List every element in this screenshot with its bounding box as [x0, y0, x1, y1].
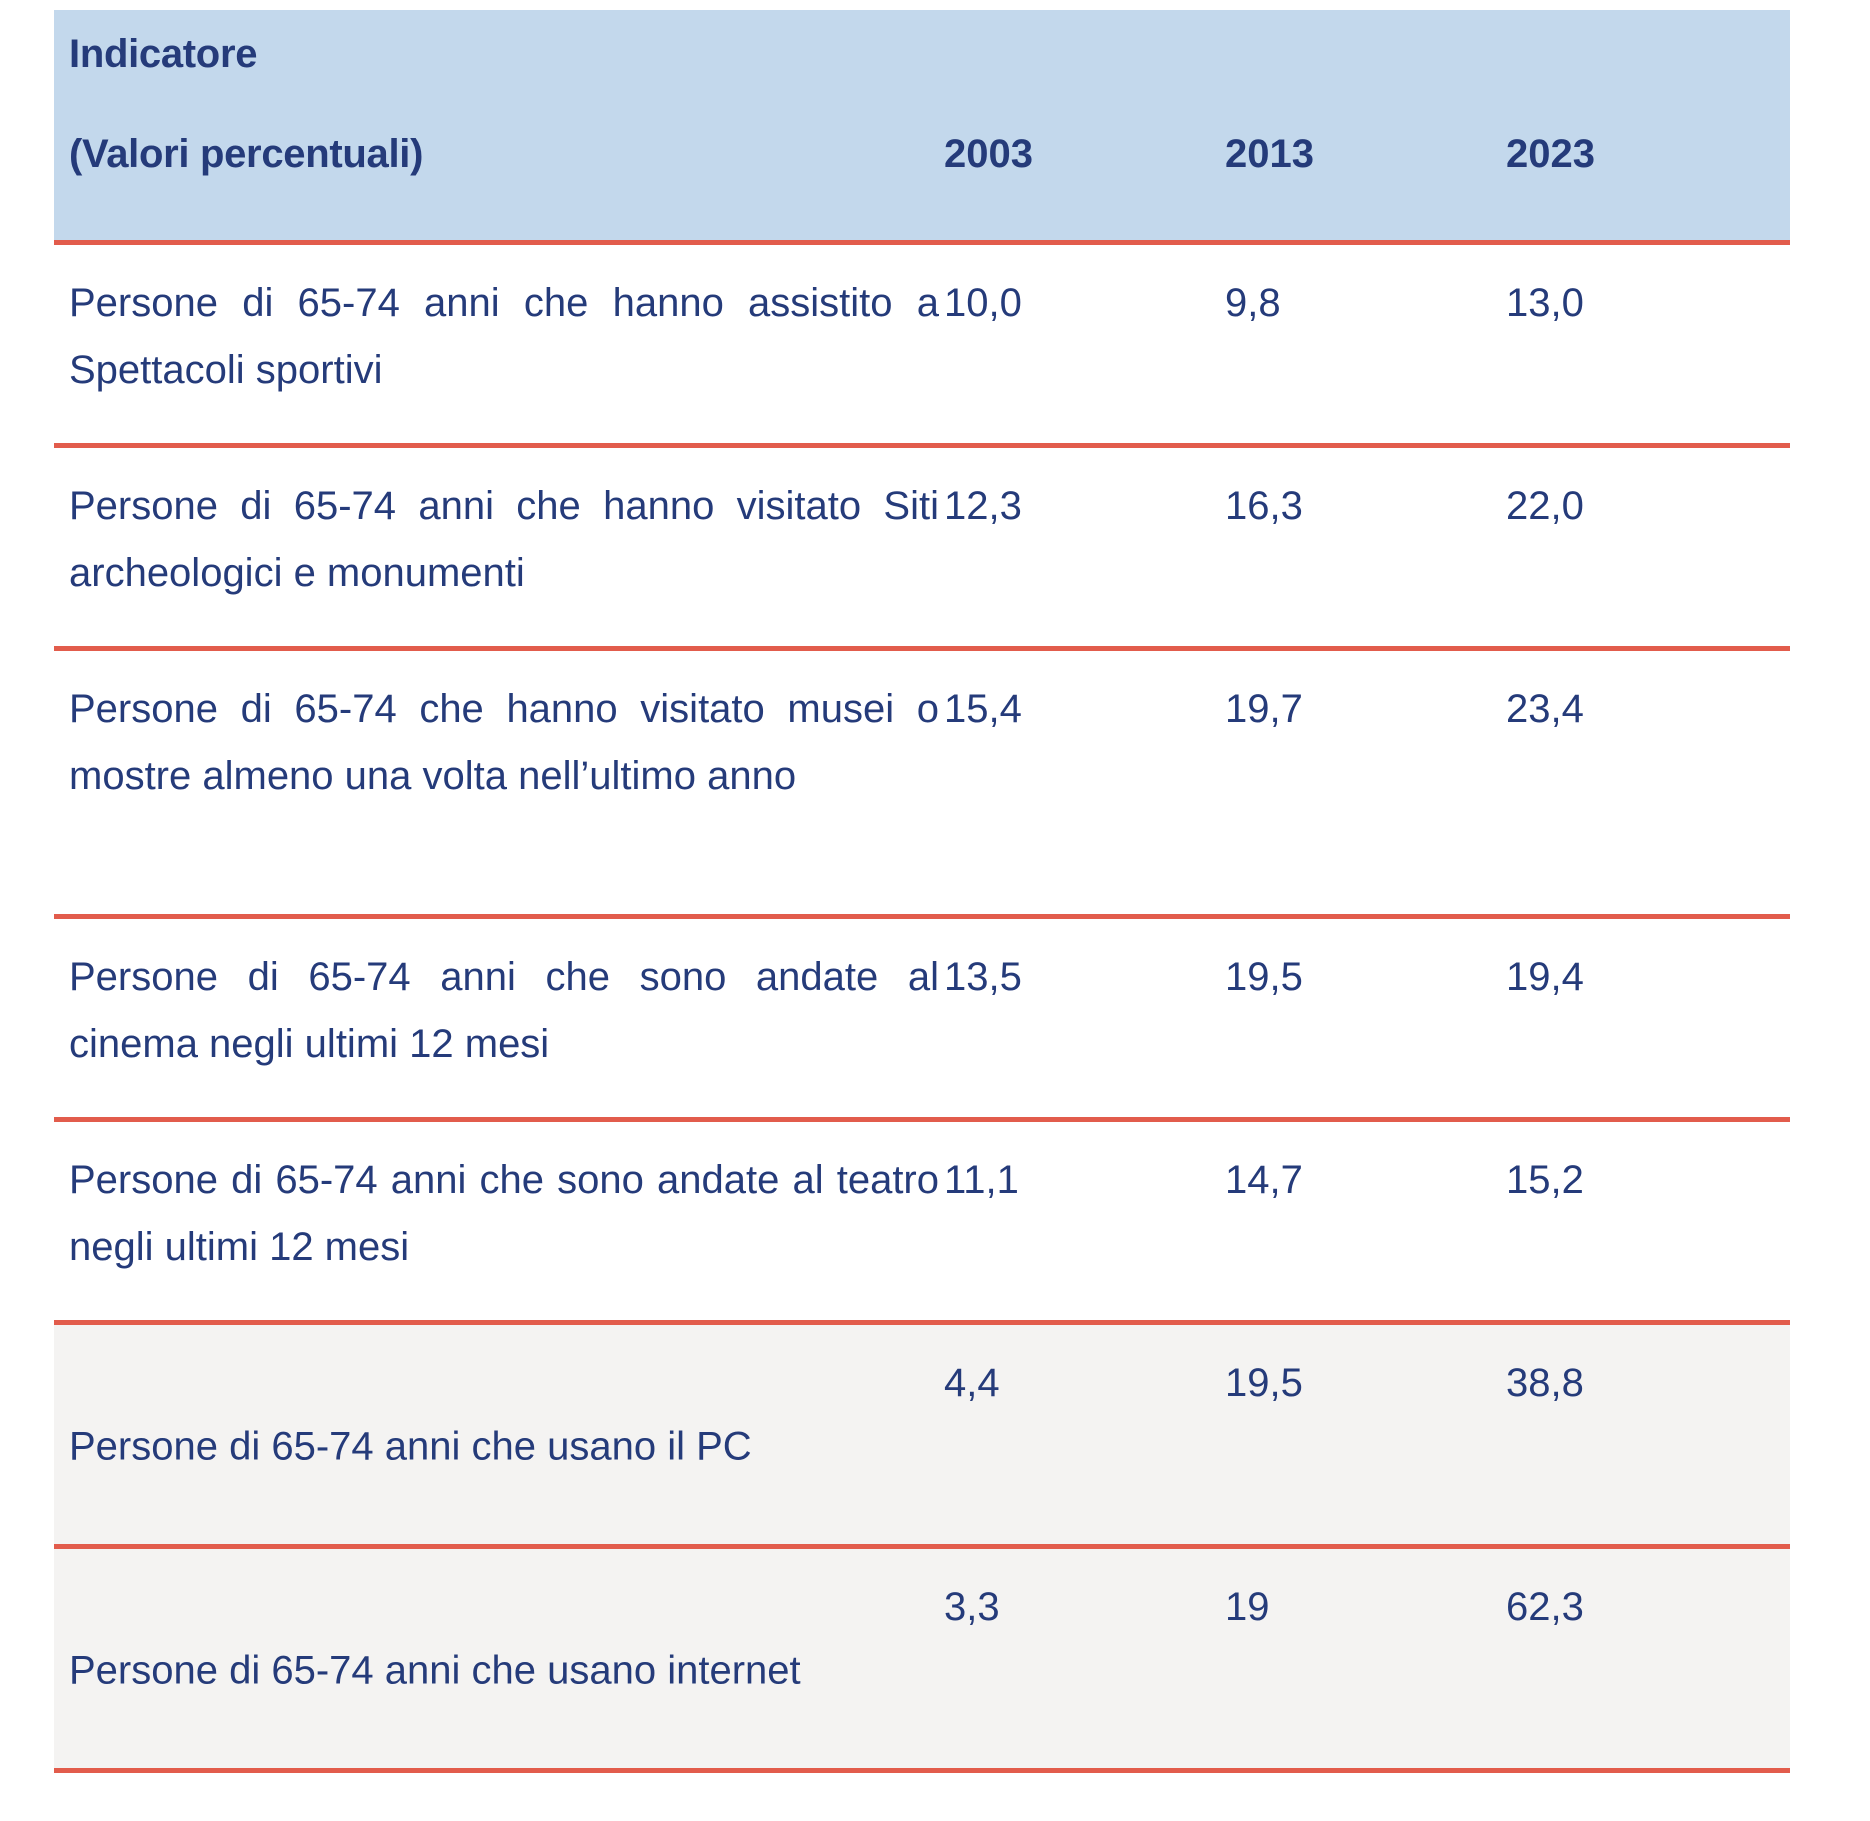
table-row: Persone di 65-74 anni che hanno assistit…	[54, 245, 1790, 448]
row-value-2013: 19,7	[1225, 687, 1303, 731]
row-value-2023: 38,8	[1506, 1361, 1584, 1405]
row-value-2013: 16,3	[1225, 484, 1303, 528]
row-value-2023: 15,2	[1506, 1158, 1584, 1202]
header-label-indicatore: Indicatore	[69, 32, 258, 76]
row-value-2023: 19,4	[1506, 955, 1584, 999]
row-value-2003: 3,3	[944, 1585, 1000, 1629]
row-value-2023: 23,4	[1506, 687, 1584, 731]
row-value-2003: 11,1	[944, 1158, 1019, 1202]
table-row: Persone di 65-74 anni che usano il PC 4,…	[54, 1325, 1790, 1549]
row-value-2003: 15,4	[944, 687, 1022, 731]
header-label-unit: (Valori percentuali)	[69, 132, 424, 176]
row-value-2003: 10,0	[944, 281, 1022, 325]
row-label: Persone di 65-74 anni che hanno visitato…	[69, 484, 939, 595]
row-value-2013: 9,8	[1225, 281, 1281, 325]
row-value-2003: 12,3	[944, 484, 1022, 528]
indicator-table: Indicatore (Valori percentuali) 2003 201…	[54, 10, 1790, 1773]
row-value-2013: 19,5	[1225, 1361, 1303, 1405]
row-label: Persone di 65-74 anni che sono andate al…	[69, 955, 939, 1066]
row-value-2023: 13,0	[1506, 281, 1584, 325]
row-value-2013: 19,5	[1225, 955, 1303, 999]
header-year-2023: 2023	[1506, 132, 1595, 176]
row-label: Persone di 65-74 anni che hanno assistit…	[69, 281, 939, 392]
header-year-2003: 2003	[944, 132, 1033, 176]
row-value-2013: 14,7	[1225, 1158, 1303, 1202]
header-year-2013: 2013	[1225, 132, 1314, 176]
row-value-2013: 19	[1225, 1585, 1270, 1629]
row-label: Persone di 65-74 che hanno visitato muse…	[69, 687, 939, 798]
row-label: Persone di 65-74 anni che sono andate al…	[69, 1158, 939, 1269]
table-row: Persone di 65-74 anni che sono andate al…	[54, 919, 1790, 1122]
row-value-2003: 13,5	[944, 955, 1022, 999]
row-value-2023: 22,0	[1506, 484, 1584, 528]
row-value-2023: 62,3	[1506, 1585, 1584, 1629]
table-row: Persone di 65-74 anni che hanno visitato…	[54, 448, 1790, 651]
row-label: Persone di 65-74 anni che usano internet	[69, 1648, 801, 1692]
table-row: Persone di 65-74 che hanno visitato muse…	[54, 651, 1790, 919]
row-value-2003: 4,4	[944, 1361, 1000, 1405]
row-label: Persone di 65-74 anni che usano il PC	[69, 1424, 752, 1468]
table-row: Persone di 65-74 anni che sono andate al…	[54, 1122, 1790, 1325]
table-row: Persone di 65-74 anni che usano internet…	[54, 1549, 1790, 1773]
table-header: Indicatore (Valori percentuali) 2003 201…	[54, 10, 1790, 245]
